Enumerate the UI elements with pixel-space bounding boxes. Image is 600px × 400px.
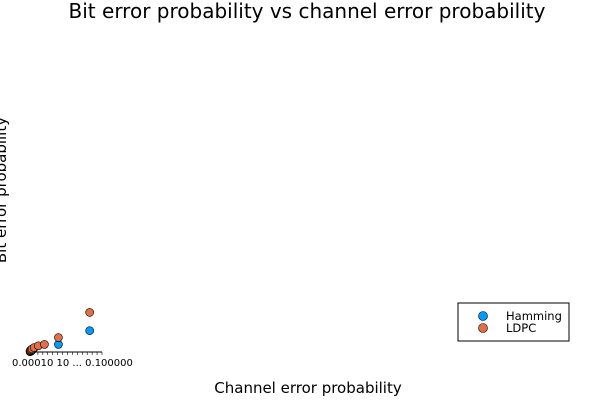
legend: Hamming LDPC [457, 302, 570, 342]
series-ldpc [25, 308, 94, 356]
legend-label-hamming: Hamming [506, 309, 562, 323]
x-tick-overlap-label: 0.00010 10 ... 0.100000 [12, 358, 133, 369]
series-layer [25, 308, 94, 356]
data-point [85, 308, 94, 317]
legend-marker-hamming [478, 311, 488, 321]
x-axis-label: Channel error probability [214, 379, 402, 397]
data-point [85, 326, 94, 335]
chart-title: Bit error probability vs channel error p… [69, 0, 546, 23]
y-axis-label: Bit error probability [0, 117, 10, 263]
data-point [40, 340, 49, 349]
legend-box [457, 302, 570, 342]
data-point [54, 333, 63, 342]
x-ticks [27, 352, 103, 355]
legend-marker-ldpc [478, 323, 488, 333]
legend-label-ldpc: LDPC [506, 321, 536, 335]
